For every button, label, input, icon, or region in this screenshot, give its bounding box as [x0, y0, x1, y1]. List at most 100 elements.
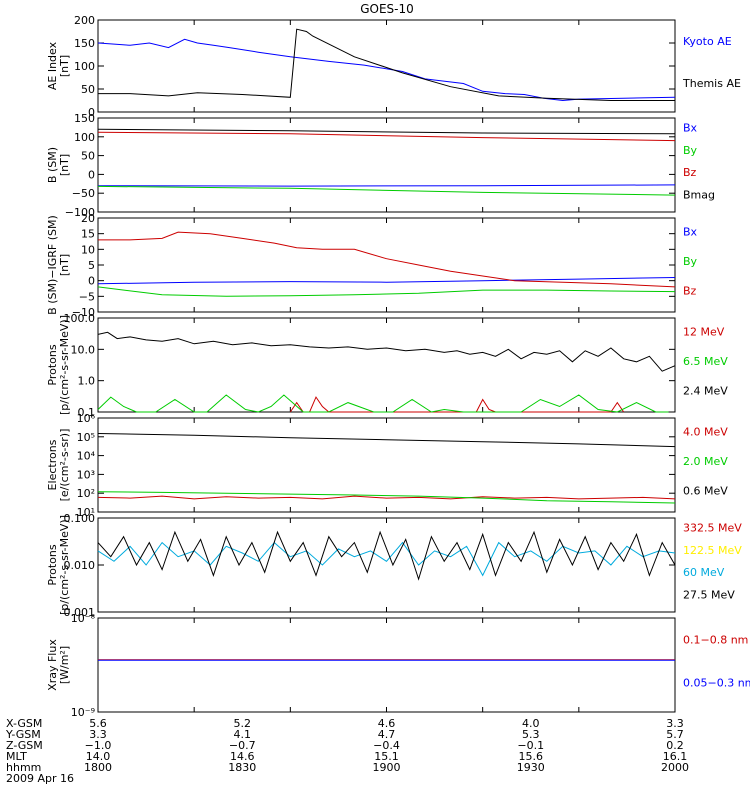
series-line: [97, 184, 676, 187]
y-axis-label: Xray Flux: [46, 639, 59, 691]
orbit-value: 0.2: [666, 739, 684, 752]
plot-frame: [97, 317, 676, 413]
series-line: [97, 433, 676, 448]
orbit-value: 2000: [661, 761, 689, 774]
panel-bsm: −100 −50 0 50 100 150 B (SM) [nT] Bx By Bz Bmag: [46, 112, 715, 219]
panel-protons2: 0.001 0.010 0.100 Protons [p/(cm²-s-sr-MeV)]…: [46, 512, 742, 619]
series-line: [97, 131, 676, 142]
y-axis-label: [nT]: [58, 55, 71, 77]
legend-entry: 332.5 MeV: [683, 521, 742, 534]
y-axis-label: Electrons: [46, 439, 59, 490]
orbit-value: 5.2: [234, 717, 252, 730]
orbit-value: 4.0: [522, 717, 540, 730]
orbit-value: −0.7: [229, 739, 256, 752]
legend-entry: 2.0 MeV: [683, 455, 728, 468]
y-tick-label: 0: [88, 168, 95, 181]
legend-entry: 60 MeV: [683, 566, 725, 579]
y-tick-label: 5: [88, 259, 95, 272]
panel-protons1: 0.1 1.0 10.0 100.0 Protons [p/(cm²-s-sr-MeV)]…: [46, 312, 728, 419]
y-tick-label: 0: [88, 106, 95, 119]
orbit-value: 15.6: [519, 750, 544, 763]
orbit-value: 1800: [84, 761, 112, 774]
y-tick-label: 0.010: [64, 559, 96, 572]
orbit-value: 4.6: [378, 717, 396, 730]
orbit-row-label: Y-GSM: [5, 728, 41, 741]
legend-entry: 6.5 MeV: [683, 355, 728, 368]
series-line: [289, 396, 625, 413]
y-tick-label: 1.0: [78, 375, 96, 388]
orbit-value: −1.0: [85, 739, 112, 752]
orbit-row-label: X-GSM: [6, 717, 42, 730]
series-line: [97, 38, 676, 102]
series-line: [97, 185, 676, 196]
orbit-value: 14.0: [86, 750, 111, 763]
legend-entry: 0.6 MeV: [683, 484, 728, 497]
orbit-value: 5.6: [89, 717, 107, 730]
y-tick-label: −50: [72, 187, 95, 200]
y-axis-label: [p/(cm²-s-sr-MeV)]: [58, 315, 71, 415]
series-line: [97, 277, 676, 285]
y-axis-label: [W/m²]: [58, 646, 71, 684]
chart-title: GOES-10: [360, 2, 414, 16]
orbit-value: 14.6: [230, 750, 255, 763]
y-tick-label: −10: [72, 306, 95, 319]
orbit-value: 5.3: [522, 728, 540, 741]
series-line: [97, 286, 676, 297]
legend-entry: 2.4 MeV: [683, 384, 728, 397]
plot-frame: [97, 517, 676, 613]
orbit-value: 3.3: [666, 717, 684, 730]
panel-bdiff: −10 −5 0 5 10 15 20 B (SM)−IGRF (SM) [nT] Bx By Bz: [46, 212, 698, 319]
orbit-value: 16.1: [663, 750, 688, 763]
series-line: [97, 128, 676, 135]
series-line: [97, 530, 676, 581]
series-line: [98, 231, 676, 288]
legend-entry: Bz: [683, 284, 697, 297]
y-axis-label: [p/(cm²-s-sr-MeV)]: [58, 515, 71, 615]
orbit-row-label: MLT: [6, 750, 27, 763]
y-tick-label: 0.001: [64, 606, 96, 619]
y-tick-label: 0: [88, 275, 95, 288]
orbit-value: −0.4: [373, 739, 400, 752]
y-tick-label: 100.0: [64, 312, 96, 325]
orbit-value: −0.1: [517, 739, 544, 752]
orbit-value: 4.1: [234, 728, 252, 741]
legend-entry: Themis AE: [682, 77, 741, 90]
legend-entry: 122.5 MeV: [683, 544, 742, 557]
orbit-value: 1900: [373, 761, 401, 774]
legend-entry: Bx: [683, 226, 698, 239]
y-tick-label: 150: [74, 112, 95, 125]
orbit-row-label: hhmm: [6, 761, 41, 774]
y-tick-label: −100: [65, 206, 95, 219]
y-axis-label: B (SM): [46, 147, 59, 183]
orbit-row-label: Z-GSM: [6, 739, 43, 752]
legend-entry: Kyoto AE: [683, 35, 732, 48]
orbit-value: 5.7: [666, 728, 684, 741]
y-axis-label: Protons: [46, 544, 59, 585]
date-label: 2009 Apr 16: [6, 772, 74, 785]
series-line: [97, 495, 676, 500]
legend-entry: 4.0 MeV: [683, 426, 728, 439]
plot-frame: [97, 617, 676, 713]
legend-entry: 27.5 MeV: [683, 589, 735, 602]
y-tick-label: 10³: [77, 468, 95, 481]
y-tick-label: 15: [81, 228, 95, 241]
y-tick-label: 200: [74, 14, 95, 27]
y-tick-label: 0.1: [78, 406, 96, 419]
y-tick-label: 10: [81, 243, 95, 256]
orbit-value: 1930: [517, 761, 545, 774]
y-tick-label: 50: [81, 150, 95, 163]
y-tick-label: 100: [74, 131, 95, 144]
y-tick-label: 100: [74, 60, 95, 73]
y-axis-label: AE Index: [46, 41, 59, 90]
orbit-value: 4.7: [378, 728, 396, 741]
panel-ae: 0 50 100 150 200 AE Index [nT] Kyoto AE Themis A…: [46, 14, 741, 119]
y-tick-label: 50: [81, 83, 95, 96]
y-tick-label: 10²: [77, 487, 95, 500]
y-tick-label: 150: [74, 37, 95, 50]
panel-xray: 10⁻⁹ 10⁻⁸ Xray Flux [W/m²] 0.1−0.8 nm 0.05−0.…: [46, 612, 750, 719]
y-axis-label: [nT]: [58, 154, 71, 176]
y-tick-label: −5: [79, 290, 95, 303]
